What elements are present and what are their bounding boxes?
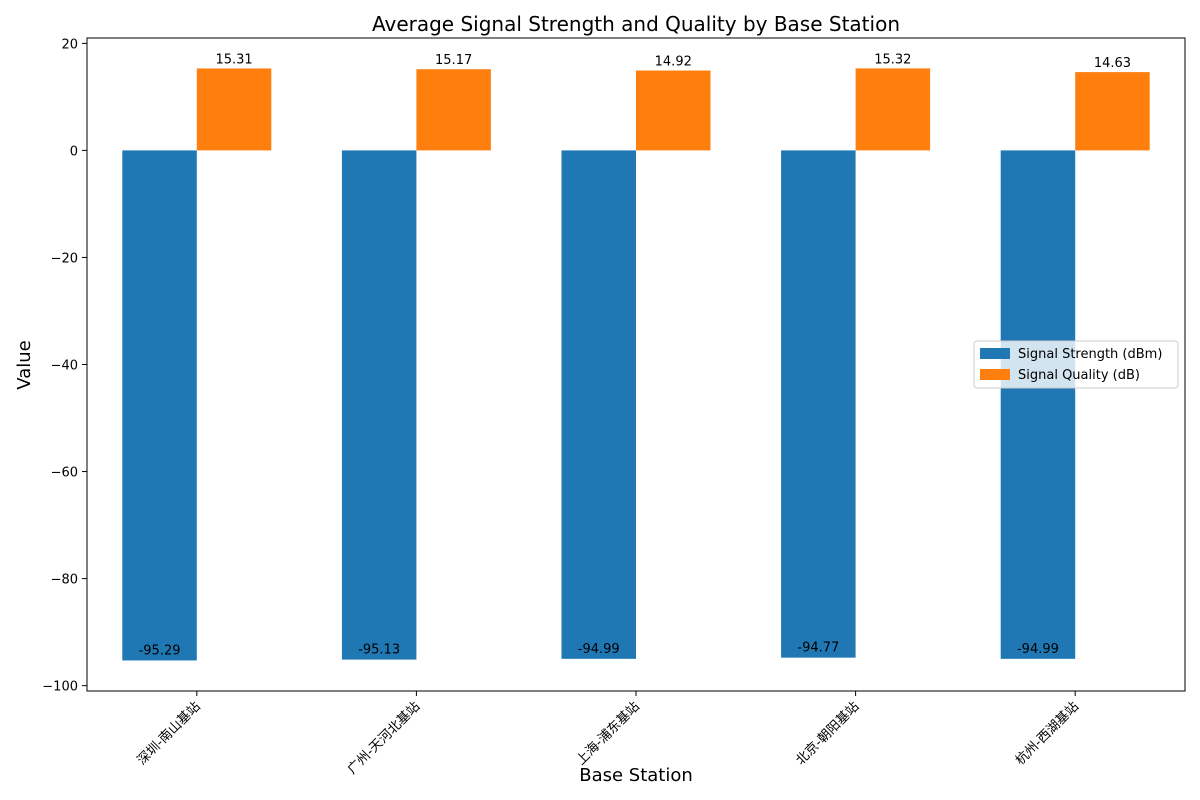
signal-quality-value-label: 14.63 [1094, 56, 1131, 71]
signal-strength-value-label: -94.99 [578, 642, 620, 657]
signal-quality-bar [636, 70, 711, 151]
signal-quality-value-label: 15.31 [215, 52, 252, 67]
signal-strength-value-label: -95.29 [139, 643, 181, 658]
signal-quality-bar [1075, 72, 1150, 151]
signal-quality-bar [196, 68, 272, 151]
signal-quality-bar [416, 69, 491, 151]
signal-strength-bar [122, 150, 197, 661]
signal-quality-value-label: 15.32 [874, 52, 911, 67]
y-tick-label: −20 [51, 251, 78, 266]
legend-label-signal-quality: Signal Quality (dB) [1018, 368, 1140, 383]
legend-swatch-signal-strength [980, 348, 1010, 359]
y-tick-label: 0 [70, 144, 78, 159]
legend-box [973, 340, 1179, 389]
signal-quality-value-label: 14.92 [655, 55, 692, 70]
signal-strength-bar [1000, 150, 1076, 659]
signal-quality-value-label: 15.17 [435, 53, 472, 68]
y-tick-label: −60 [51, 466, 78, 481]
y-tick-label: −40 [51, 359, 78, 374]
signal-strength-value-label: -94.99 [1017, 642, 1059, 657]
y-tick-label: −100 [42, 680, 78, 695]
chart-title: Average Signal Strength and Quality by B… [372, 12, 900, 36]
signal-strength-bar [341, 150, 417, 660]
legend: Signal Strength (dBm) Signal Quality (dB) [973, 340, 1179, 389]
signal-strength-value-label: -95.13 [358, 643, 400, 658]
signal-quality-bar [855, 68, 931, 151]
x-axis-title: Base Station [579, 765, 693, 786]
legend-swatch-signal-quality [980, 369, 1010, 380]
y-axis-title: Value [14, 340, 35, 389]
legend-label-signal-strength: Signal Strength (dBm) [1018, 347, 1162, 362]
signal-strength-value-label: -94.77 [797, 641, 839, 656]
y-tick-label: −80 [51, 573, 78, 588]
signal-strength-bar [561, 150, 636, 659]
y-tick-label: 20 [61, 37, 78, 52]
signal-strength-bar [781, 150, 856, 658]
